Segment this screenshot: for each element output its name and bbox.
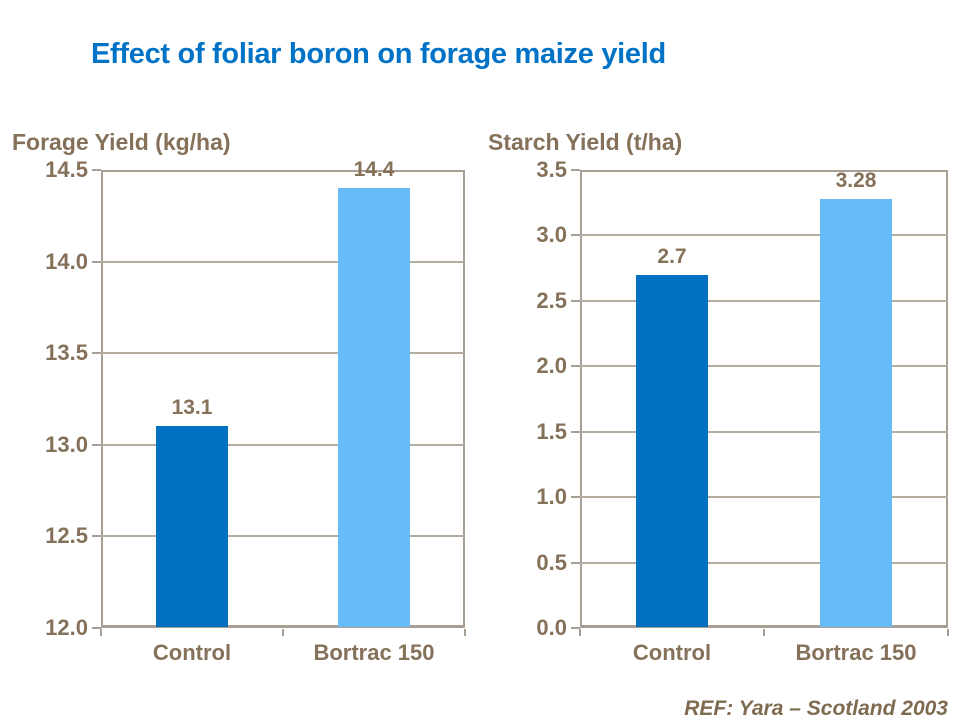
gridline <box>101 535 465 538</box>
y-axis-tick <box>92 352 101 355</box>
x-axis-category-label: Bortrac 150 <box>795 640 917 665</box>
plot-area <box>580 170 948 628</box>
x-axis-category-label: Control <box>632 640 712 665</box>
y-axis-tick <box>571 561 580 564</box>
y-axis-label: 1.0 <box>536 484 567 510</box>
bar-value-label: 14.4 <box>353 158 395 182</box>
y-axis-label: 12.0 <box>45 615 88 640</box>
y-axis-tick <box>92 260 101 263</box>
gridline <box>580 561 948 564</box>
bar-value-label: 13.1 <box>171 396 213 420</box>
plot-area <box>101 170 465 628</box>
gridline <box>580 365 948 368</box>
y-axis-tick <box>571 627 580 629</box>
bar-control <box>156 426 228 627</box>
y-axis-tick <box>92 627 101 629</box>
y-axis-label: 2.0 <box>536 353 567 379</box>
bar-control <box>636 274 708 627</box>
y-axis-tick <box>571 365 580 368</box>
y-axis-label: 13.0 <box>45 431 88 457</box>
gridline <box>101 352 465 355</box>
bar-value-label: 2.7 <box>657 244 687 268</box>
gridline <box>101 260 465 263</box>
x-axis-tick <box>464 629 466 636</box>
y-axis-label: 0.5 <box>536 549 567 575</box>
bar-bortrac-150 <box>338 188 410 627</box>
slide-title: Effect of foliar boron on forage maize y… <box>91 38 666 70</box>
y-axis-tick <box>92 169 101 171</box>
gridline <box>580 496 948 499</box>
y-axis-tick <box>571 234 580 237</box>
x-axis-tick <box>579 629 581 636</box>
gridline <box>580 299 948 302</box>
y-axis-label: 3.5 <box>536 157 567 182</box>
y-axis-label: 0.0 <box>536 615 567 640</box>
y-axis-label: 2.5 <box>536 287 567 313</box>
y-axis-label: 12.5 <box>45 523 88 549</box>
starch-yield-chart-title: Starch Yield (t/ha) <box>488 129 683 155</box>
y-axis-tick <box>92 535 101 538</box>
y-axis-tick <box>92 443 101 446</box>
x-axis-category-label: Bortrac 150 <box>313 640 435 665</box>
x-axis-tick <box>100 629 102 636</box>
bar-value-label: 3.28 <box>835 168 877 192</box>
forage-yield-chart-title: Forage Yield (kg/ha) <box>12 129 231 155</box>
x-axis-tick <box>282 629 284 636</box>
y-axis-tick <box>571 430 580 433</box>
y-axis-tick <box>571 299 580 302</box>
y-axis-label: 3.0 <box>536 222 567 248</box>
x-axis-tick <box>947 629 949 636</box>
y-axis-label: 13.5 <box>45 340 88 366</box>
reference-note: REF: Yara – Scotland 2003 <box>684 697 948 720</box>
y-axis-label: 1.5 <box>536 418 567 444</box>
y-axis-label: 14.0 <box>45 248 88 274</box>
gridline <box>580 234 948 237</box>
y-axis-tick <box>571 496 580 499</box>
gridline <box>101 443 465 446</box>
gridline <box>580 430 948 433</box>
y-axis-label: 14.5 <box>45 157 88 182</box>
bar-bortrac-150 <box>820 198 892 627</box>
y-axis-tick <box>571 169 580 171</box>
x-axis-tick <box>763 629 765 636</box>
x-axis-category-label: Control <box>152 640 232 665</box>
